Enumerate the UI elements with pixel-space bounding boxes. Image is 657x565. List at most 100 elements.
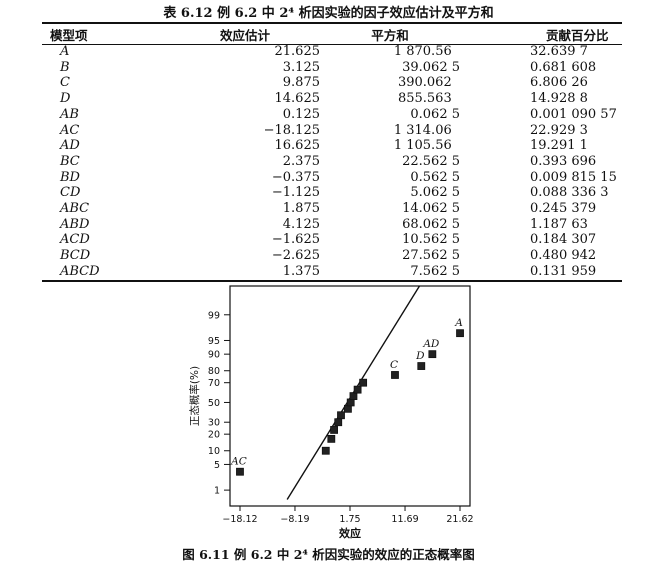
table-top-rule [42,22,622,24]
table-row: BCD −2.625 27.562 5 0.480 942 [42,248,622,264]
data-point [330,426,338,434]
cell-sum-of-squares: 10.562 5 [402,232,460,248]
y-tick-label: 5 [214,460,220,471]
x-axis-label: 效应 [339,526,361,540]
cell-effect-estimate: −1.125 [271,185,320,201]
cell-sum-of-squares: 27.562 5 [402,248,460,264]
y-tick-label: 50 [208,398,220,409]
header-effect-estimate: 效应估计 [219,27,270,43]
data-point [346,398,355,407]
y-tick-label: 90 [208,350,220,361]
header-model-term: 模型项 [50,27,88,43]
cell-contribution: 32.639 7 [530,44,588,59]
header-sum-of-squares: 平方和 [371,27,409,43]
y-tick-label: 70 [208,378,220,389]
data-point [417,362,426,370]
cell-effect-estimate: 1.375 [282,263,320,279]
table-row: ABCD 1.375 7.562 5 0.131 959 [42,264,622,280]
point-label: D [415,350,425,362]
point-label: AD [422,338,440,350]
cell-model-term: BC [60,153,80,169]
table-caption: 表 6.12 例 6.2 中 2⁴ 析因实验的因子效应估计及平方和 [163,6,494,21]
cell-effect-estimate: −1.625 [271,232,320,248]
cell-sum-of-squares: 7.562 5 [410,263,460,279]
cell-model-term: BD [60,169,80,185]
cell-contribution: 22.929 3 [530,122,588,138]
data-point [353,385,362,394]
cell-model-term: ABD [60,216,90,232]
point-label: A [454,317,463,329]
table-row: ACD −1.625 10.562 5 0.184 307 [42,232,622,248]
x-tick-label: 11.69 [391,514,418,525]
cell-effect-estimate: 21.625 [274,44,321,59]
cell-model-term: C [60,75,70,91]
cell-sum-of-squares: 0.562 5 [410,169,460,185]
cell-sum-of-squares: 14.062 5 [402,201,460,217]
cell-effect-estimate: 4.125 [282,216,320,232]
y-tick-label: 10 [208,446,220,457]
table-row: BC 2.375 22.562 5 0.393 696 [42,154,622,170]
data-point [349,392,358,400]
table-row: C 9.875 390.062 6.806 26 [42,75,622,91]
cell-model-term: AD [60,138,80,154]
cell-model-term: B [60,59,70,75]
table-row: AB 0.125 0.062 5 0.001 090 57 [42,107,622,123]
cell-contribution: 0.393 696 [530,153,597,169]
y-axis-label: 正态概率(%) [188,366,201,426]
point-label: C [390,359,398,371]
table-row: B 3.125 39.062 5 0.681 608 [42,60,622,76]
cell-contribution: 1.187 63 [530,216,588,232]
cell-sum-of-squares: 22.562 5 [402,153,460,169]
cell-sum-of-squares: 0.062 5 [410,106,460,122]
cell-model-term: AC [60,122,80,138]
cell-sum-of-squares: 1 870.56 [393,44,460,59]
header-contribution: 贡献百分比 [546,27,609,43]
table-row: D 14.625 855.563 14.928 8 [42,91,622,107]
cell-model-term: AB [60,106,79,122]
table-row: AC −18.125 1 314.06 22.929 3 [42,123,622,139]
cell-sum-of-squares: 39.062 5 [402,59,460,75]
cell-model-term: D [60,91,71,107]
cell-effect-estimate: 16.625 [274,138,321,154]
data-point [337,411,345,420]
data-point [334,418,343,427]
cell-contribution: 0.009 815 15 [530,169,617,185]
cell-effect-estimate: −0.375 [271,169,320,185]
cell-model-term: CD [60,185,81,201]
y-tick-label: 80 [208,366,220,377]
data-point [428,350,437,359]
cell-effect-estimate: 9.875 [282,75,320,91]
cell-contribution: 0.681 608 [530,59,597,75]
cell-effect-estimate: 2.375 [282,153,320,169]
y-tick-label: 20 [208,430,220,441]
y-tick-label: 1 [214,486,220,497]
cell-sum-of-squares: 855.563 [397,91,460,107]
cell-sum-of-squares: 390.062 [397,75,460,91]
cell-effect-estimate: 14.625 [274,91,321,107]
y-tick-label: 95 [208,336,220,347]
x-tick-label: 21.62 [446,514,473,525]
cell-contribution: 0.088 336 3 [530,185,609,201]
table-bottom-rule [42,280,622,282]
table-row: CD −1.125 5.062 5 0.088 336 3 [42,185,622,201]
data-point [327,434,336,443]
cell-sum-of-squares: 1 314.06 [393,122,460,138]
data-point [359,378,368,387]
point-label: AC [230,456,247,468]
y-tick-label: 99 [208,310,220,321]
cell-model-term: ABCD [60,263,100,279]
cell-contribution: 0.001 090 57 [530,106,617,122]
cell-contribution: 14.928 8 [530,91,588,107]
cell-contribution: 19.291 1 [530,138,588,154]
cell-sum-of-squares: 68.062 5 [402,216,460,232]
cell-model-term: BCD [60,248,91,264]
table-row: ABD 4.125 68.062 5 1.187 63 [42,217,622,233]
table-row: ABC 1.875 14.062 5 0.245 379 [42,201,622,217]
data-point [391,371,399,379]
x-tick-label: 1.75 [339,514,360,525]
table-header-rule [42,44,622,45]
data-point [344,404,352,413]
table-row: A 21.625 1 870.56 32.639 7 [42,44,622,60]
cell-contribution: 0.245 379 [530,201,597,217]
